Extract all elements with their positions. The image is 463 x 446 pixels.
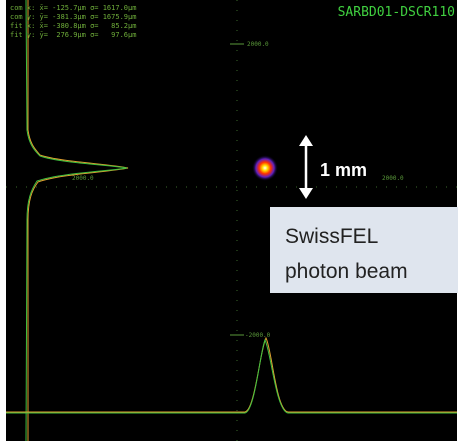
axis-label: 2000.0 (247, 41, 269, 48)
stat-line: fit y: ȳ= 276.9μm σ= 97.6μm (10, 31, 136, 39)
stat-line: com y: ȳ= -381.3μm σ= 1675.9μm (10, 13, 136, 21)
axis-label: 2000.0 (72, 175, 94, 182)
axis-label: -2000.0 (245, 332, 271, 339)
stat-line: fit x: x̄= -380.8μm σ= 85.2μm (10, 22, 136, 30)
scale-label: 1 mm (320, 160, 367, 180)
camera-title: SARBD01-DSCR110 (338, 5, 455, 20)
beam-spot (252, 155, 278, 181)
axis-label: 2000.0 (382, 175, 404, 182)
caption-line: SwissFEL (285, 225, 378, 248)
screen: SARBD01-DSCR110 com x: x̄= -125.7μm σ= 1… (0, 0, 463, 446)
caption-line: photon beam (285, 260, 408, 283)
stat-line: com x: x̄= -125.7μm σ= 1617.0μm (10, 4, 136, 12)
